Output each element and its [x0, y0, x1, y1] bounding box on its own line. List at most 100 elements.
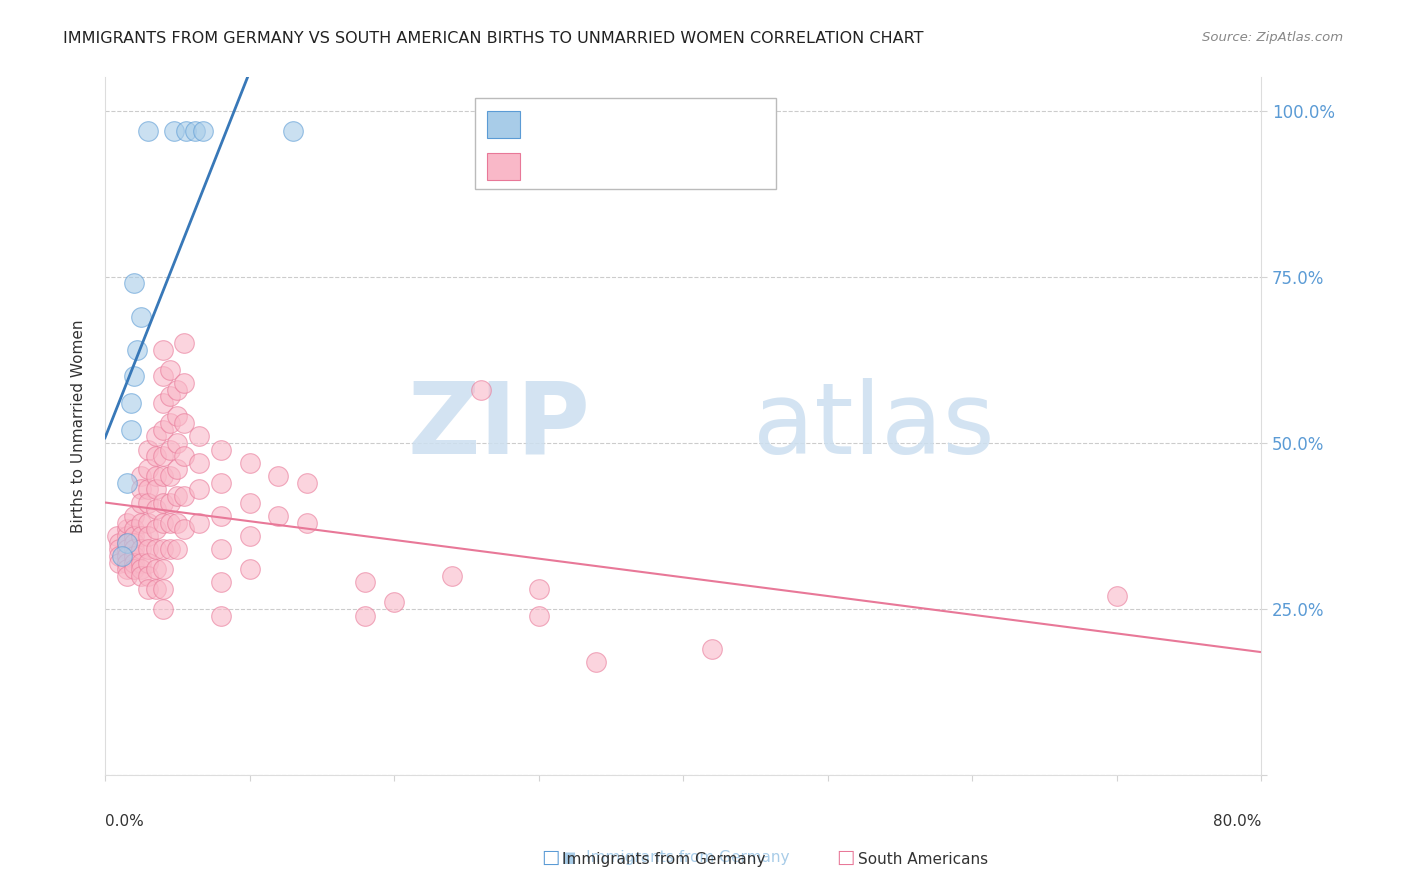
Point — [145, 502, 167, 516]
Point — [159, 442, 181, 457]
Point — [281, 123, 304, 137]
Point — [163, 123, 186, 137]
Text: 0.0%: 0.0% — [105, 814, 143, 829]
Point — [145, 522, 167, 536]
Point — [159, 469, 181, 483]
Point — [159, 496, 181, 510]
Point — [108, 542, 131, 557]
Point — [527, 582, 550, 596]
Point — [138, 516, 160, 530]
Point — [145, 582, 167, 596]
Point — [166, 516, 188, 530]
Point — [115, 475, 138, 490]
Point — [122, 522, 145, 536]
Point — [173, 416, 195, 430]
Point — [166, 462, 188, 476]
Point — [138, 542, 160, 557]
Point — [152, 496, 174, 510]
Point — [238, 496, 260, 510]
Point — [267, 469, 290, 483]
Point — [115, 522, 138, 536]
Text: IMMIGRANTS FROM GERMANY VS SOUTH AMERICAN BIRTHS TO UNMARRIED WOMEN CORRELATION : IMMIGRANTS FROM GERMANY VS SOUTH AMERICA… — [63, 31, 924, 46]
Point — [122, 508, 145, 523]
Point — [238, 456, 260, 470]
Point — [159, 416, 181, 430]
Point — [145, 562, 167, 576]
Point — [145, 469, 167, 483]
Point — [122, 562, 145, 576]
Point — [166, 383, 188, 397]
Point — [138, 556, 160, 570]
Point — [209, 608, 232, 623]
Point — [122, 542, 145, 557]
Point — [159, 389, 181, 403]
Point — [122, 549, 145, 563]
Point — [159, 516, 181, 530]
Point — [111, 549, 134, 563]
Point — [183, 123, 205, 137]
Point — [145, 542, 167, 557]
Point — [120, 396, 142, 410]
Point — [138, 529, 160, 543]
Point — [173, 336, 195, 351]
Point — [145, 483, 167, 497]
Point — [115, 529, 138, 543]
Point — [173, 376, 195, 390]
Point — [187, 456, 209, 470]
Point — [125, 343, 148, 357]
Point — [120, 423, 142, 437]
Point — [209, 508, 232, 523]
Point — [267, 508, 290, 523]
Point — [115, 549, 138, 563]
Point — [129, 516, 152, 530]
Point — [108, 556, 131, 570]
Point — [138, 123, 160, 137]
Point — [159, 363, 181, 377]
Point — [129, 556, 152, 570]
Point — [138, 462, 160, 476]
Point — [152, 449, 174, 463]
Point — [174, 123, 197, 137]
Point — [166, 542, 188, 557]
Point — [138, 569, 160, 583]
Point — [238, 562, 260, 576]
Point — [115, 535, 138, 549]
Point — [297, 475, 319, 490]
Point — [187, 429, 209, 443]
Point — [209, 575, 232, 590]
Point — [187, 516, 209, 530]
Point — [122, 529, 145, 543]
Point — [152, 562, 174, 576]
Point — [166, 489, 188, 503]
Point — [152, 369, 174, 384]
Point — [129, 496, 152, 510]
Point — [166, 409, 188, 424]
Point — [138, 496, 160, 510]
Point — [238, 529, 260, 543]
Point — [122, 369, 145, 384]
Point — [129, 562, 152, 576]
Text: South Americans: South Americans — [858, 852, 988, 867]
Text: □: □ — [837, 848, 855, 867]
Point — [145, 429, 167, 443]
Point — [1105, 589, 1128, 603]
Point — [209, 442, 232, 457]
Text: Source: ZipAtlas.com: Source: ZipAtlas.com — [1202, 31, 1343, 45]
Point — [297, 516, 319, 530]
Point — [173, 449, 195, 463]
Point — [152, 469, 174, 483]
Point — [166, 436, 188, 450]
Point — [152, 516, 174, 530]
Point — [173, 489, 195, 503]
Point — [129, 310, 152, 324]
Point — [129, 569, 152, 583]
Point — [187, 483, 209, 497]
Point — [115, 542, 138, 557]
Point — [440, 569, 463, 583]
Point — [152, 542, 174, 557]
Point — [152, 582, 174, 596]
Point — [700, 641, 723, 656]
Point — [129, 469, 152, 483]
Point — [122, 556, 145, 570]
Point — [209, 475, 232, 490]
